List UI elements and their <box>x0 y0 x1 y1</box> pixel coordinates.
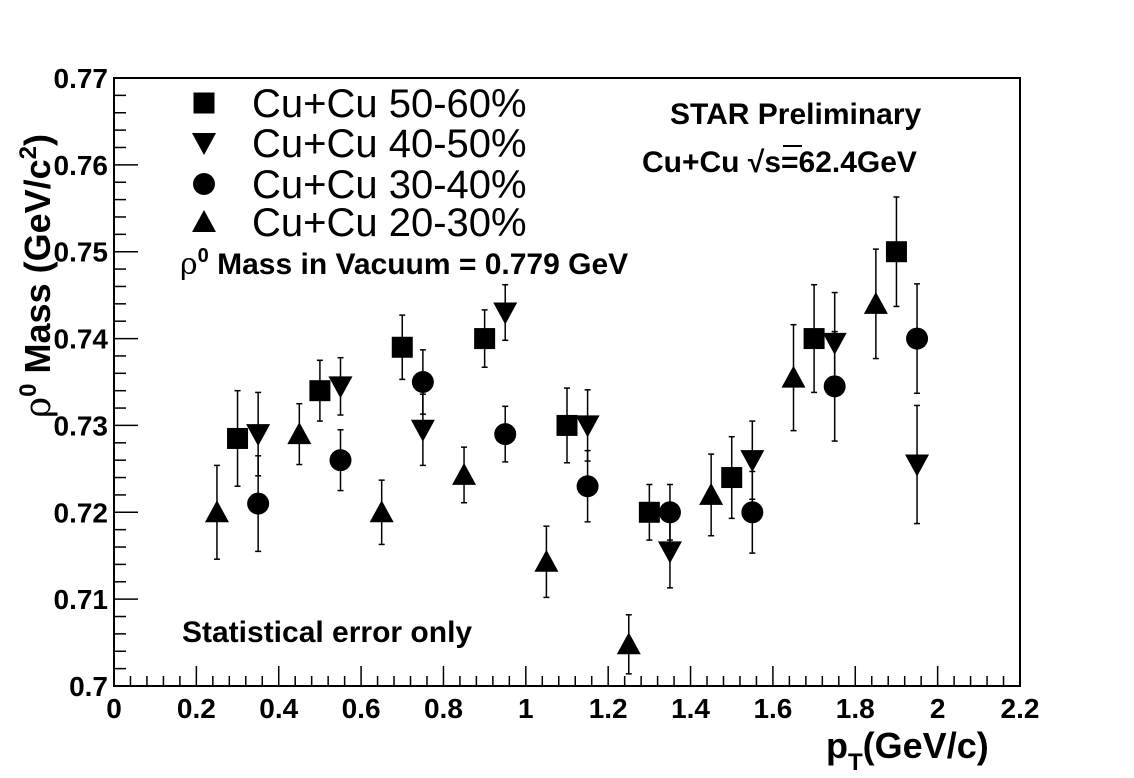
y-axis-title-text: Mass (GeV/c <box>17 159 58 383</box>
vacuum-mass-label: ρ0 Mass in Vacuum = 0.779 GeV <box>180 245 628 282</box>
x-tick-label: 0.8 <box>424 693 463 724</box>
data-point <box>247 492 270 515</box>
data-point <box>204 500 229 523</box>
legend-label: Cu+Cu 30-40% <box>252 163 527 207</box>
y-tick-label: 0.77 <box>54 63 109 94</box>
y-axis-title-close: ) <box>17 134 58 146</box>
legend: Cu+Cu 50-60%Cu+Cu 40-50%Cu+Cu 30-40%Cu+C… <box>192 82 527 245</box>
data-point <box>534 549 559 572</box>
data-point <box>494 423 517 446</box>
data-point <box>740 450 765 473</box>
y-tick-label: 0.7 <box>69 671 108 702</box>
data-point <box>575 415 600 438</box>
data-point <box>309 380 331 402</box>
data-point <box>411 371 434 393</box>
data-point <box>721 467 743 489</box>
data-point <box>657 541 682 564</box>
collision-prefix: Cu+Cu <box>642 146 748 179</box>
y-tick-label: 0.74 <box>54 324 109 355</box>
data-point <box>905 454 930 477</box>
y-axis-tick-labels: 0.7 0.71 0.72 0.73 0.74 0.75 0.76 0.77 <box>54 63 109 702</box>
series-3 <box>247 283 929 554</box>
y-tick-label: 0.71 <box>54 584 109 615</box>
collision-energy-label: Cu+Cu √s=62.4GeV <box>642 146 917 179</box>
x-axis-title: pT(GeV/c) <box>826 725 989 776</box>
y-axis-title-rho: ρ <box>18 397 59 418</box>
data-point <box>823 375 846 398</box>
legend-marker <box>192 210 216 232</box>
legend-label: Cu+Cu 50-60% <box>252 82 527 126</box>
x-tick-label: 0.4 <box>259 693 298 724</box>
x-tick-label: 1.6 <box>753 693 792 724</box>
y-axis-title-sup: 0 <box>15 383 42 396</box>
data-point <box>328 376 353 399</box>
series-4 <box>204 248 888 675</box>
data-point <box>329 449 352 472</box>
x-tick-label: 1.2 <box>589 693 628 724</box>
data-point <box>638 501 660 523</box>
data-point <box>885 241 907 263</box>
data-series <box>204 196 930 675</box>
star-preliminary-label: STAR Preliminary <box>670 98 922 131</box>
vacuum-rho-superscript: 0 <box>198 245 209 267</box>
data-point <box>741 501 764 524</box>
y-axis-title-sup2: 2 <box>15 146 42 159</box>
data-point <box>369 500 394 523</box>
x-tick-label: 1.4 <box>671 693 710 724</box>
data-point <box>287 422 312 445</box>
legend-label: Cu+Cu 40-50% <box>252 122 527 166</box>
legend-marker <box>192 133 216 155</box>
x-tick-label: 1.8 <box>836 693 875 724</box>
vacuum-mass-text: Mass in Vacuum = 0.779 GeV <box>209 248 628 281</box>
data-point <box>658 501 681 524</box>
x-tick-label: 2 <box>930 693 946 724</box>
y-axis-ticks <box>114 77 138 687</box>
legend-label: Cu+Cu 20-30% <box>252 201 527 245</box>
data-point <box>781 365 806 388</box>
y-tick-label: 0.72 <box>54 497 109 528</box>
x-tick-label: 2.2 <box>1001 693 1040 724</box>
x-tick-label: 0.6 <box>342 693 381 724</box>
series-1 <box>227 196 907 541</box>
y-tick-label: 0.73 <box>54 410 109 441</box>
data-point <box>391 336 413 358</box>
data-point <box>803 328 825 350</box>
data-point <box>576 475 599 498</box>
data-point <box>227 427 249 449</box>
x-tick-label: 1 <box>518 693 534 724</box>
data-point <box>246 424 271 447</box>
y-tick-label: 0.75 <box>54 237 109 268</box>
x-axis-tick-labels: 0 0.2 0.4 0.6 0.8 1 1.2 1.4 1.6 1.8 2 2.2 <box>106 693 1039 724</box>
collision-suffix: s=62.4GeV <box>764 146 917 179</box>
data-point <box>863 291 888 314</box>
sqrt-symbol: √ <box>748 146 765 179</box>
vacuum-rho-symbol: ρ <box>180 247 198 282</box>
data-point <box>410 419 435 442</box>
data-point <box>493 302 518 325</box>
data-point <box>452 462 477 485</box>
data-point <box>474 328 496 350</box>
data-point <box>616 632 641 655</box>
x-axis-title-subscript: T <box>848 749 863 776</box>
legend-marker <box>193 92 215 114</box>
y-tick-label: 0.76 <box>54 150 109 181</box>
data-point <box>699 482 724 505</box>
y-axis-title: ρ0 Mass (GeV/c2) <box>15 134 59 418</box>
x-axis-title-p: p <box>826 725 848 766</box>
plot-frame <box>113 77 1021 687</box>
legend-marker <box>193 173 215 195</box>
x-tick-label: 0 <box>106 693 122 724</box>
data-point <box>556 414 578 436</box>
x-axis-title-unit: (GeV/c) <box>863 725 989 766</box>
statistical-error-note: Statistical error only <box>182 616 472 649</box>
series-2 <box>246 283 930 589</box>
data-point <box>906 327 929 350</box>
x-axis-ticks <box>113 666 1021 686</box>
x-tick-label: 0.2 <box>177 693 216 724</box>
